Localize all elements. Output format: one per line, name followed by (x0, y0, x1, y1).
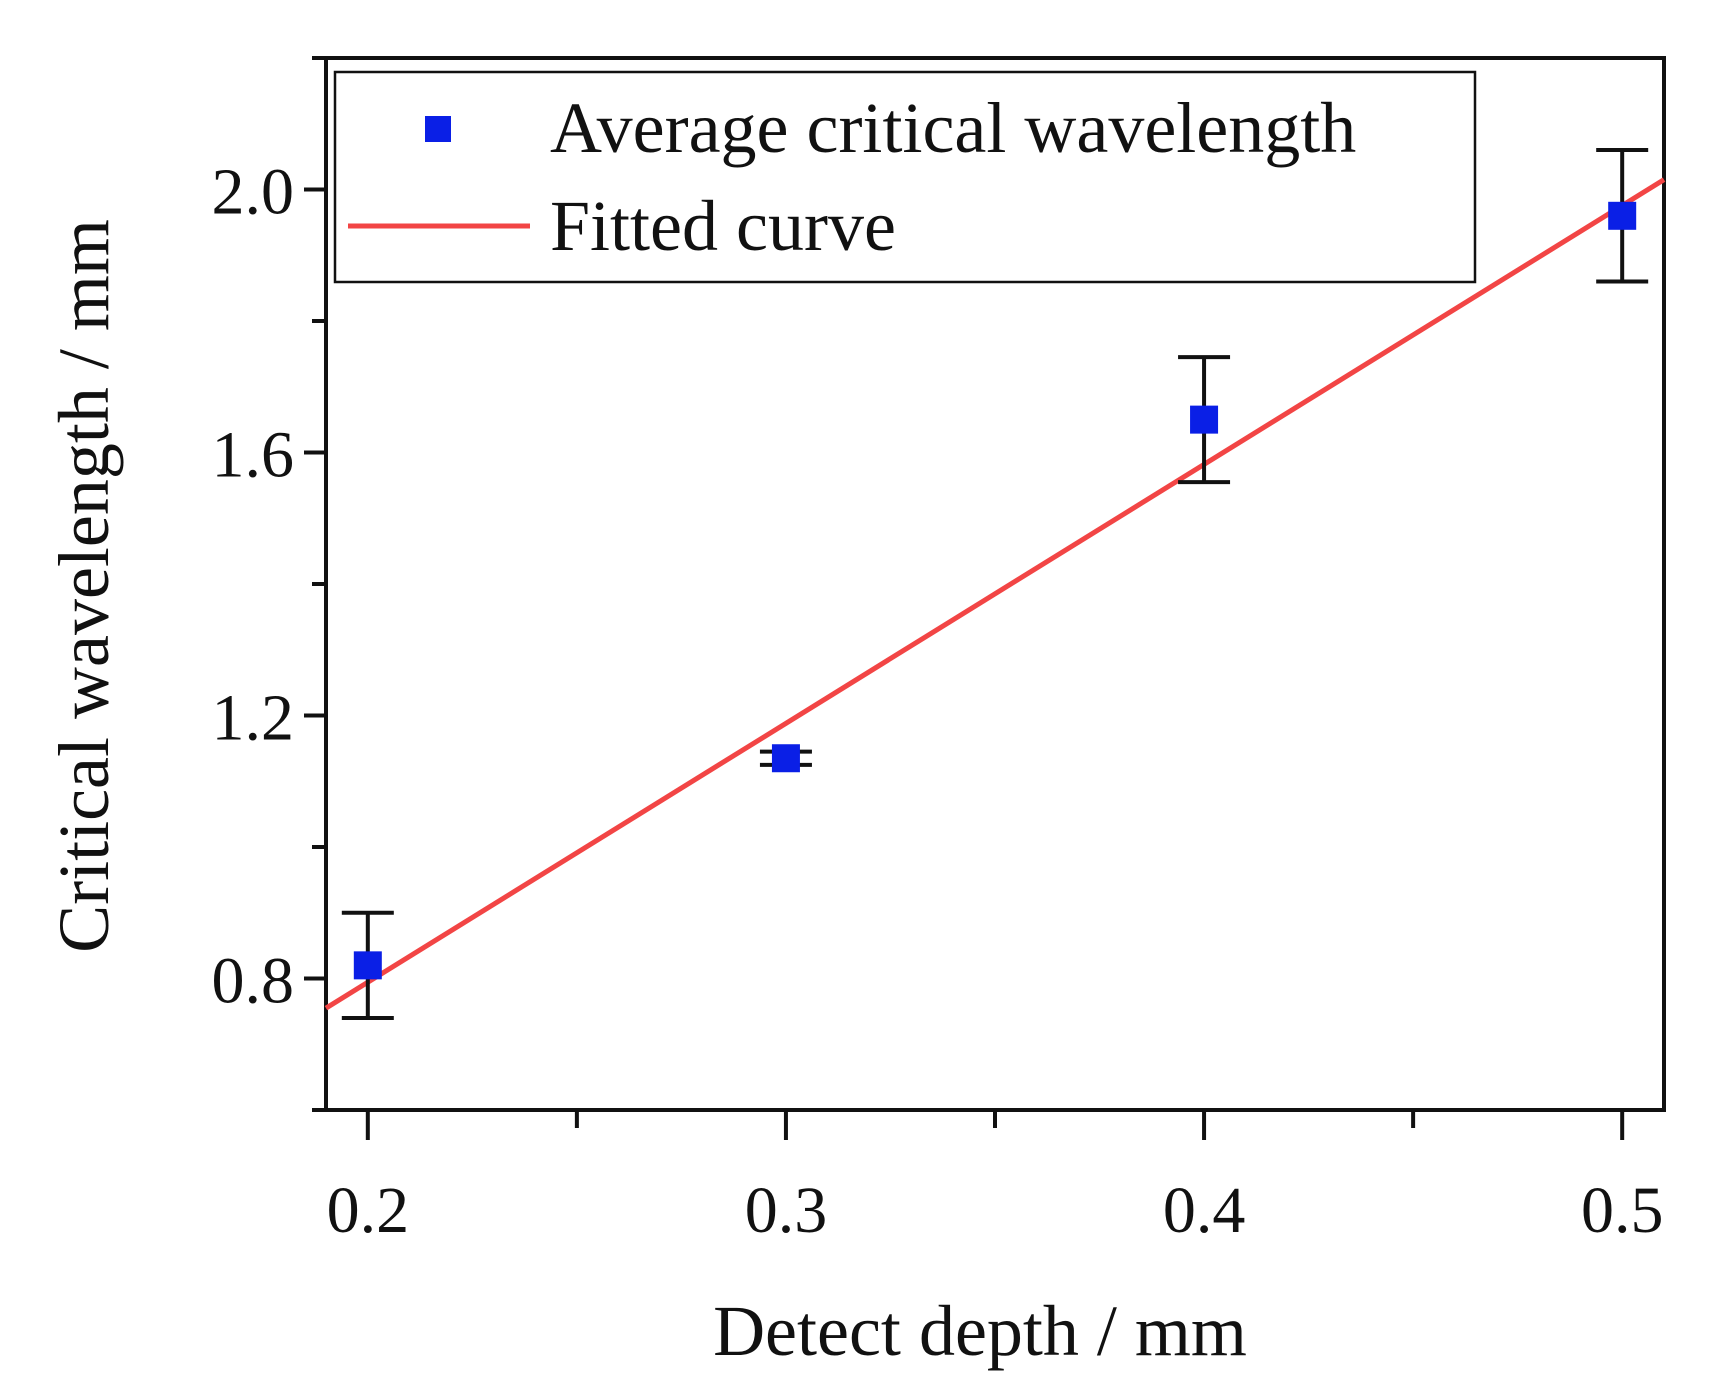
data-point (353, 951, 382, 980)
y-tick-label: 1.6 (212, 419, 295, 492)
x-tick-label: 0.4 (1163, 1174, 1246, 1247)
data-point (1608, 201, 1637, 230)
fitted-curve-line (324, 177, 1666, 1011)
x-tick-label: 0.2 (327, 1174, 410, 1247)
x-axis-title: Detect depth / mm (713, 1291, 1247, 1371)
x-tick-label: 0.5 (1581, 1174, 1664, 1247)
legend-square-marker-icon (425, 116, 451, 142)
x-axis: 0.2 0.3 0.4 0.5 (327, 1110, 1664, 1247)
fitted-curve-layer (324, 177, 1666, 1011)
x-tick-label: 0.3 (745, 1174, 828, 1247)
data-point (1190, 405, 1219, 434)
data-points-layer (353, 201, 1637, 980)
data-point (771, 744, 800, 773)
y-tick-label: 2.0 (212, 156, 295, 229)
legend: Average critical wavelength Fitted curve (333, 70, 1477, 284)
y-tick-label: 1.2 (212, 682, 295, 755)
y-axis: 0.8 1.2 1.6 2.0 (212, 56, 326, 1112)
legend-label-fitted: Fitted curve (550, 186, 896, 266)
legend-box (333, 70, 1477, 284)
legend-label-average: Average critical wavelength (550, 88, 1356, 168)
y-tick-label: 0.8 (212, 945, 295, 1018)
y-axis-title: Critical wavelength / mm (44, 219, 124, 953)
